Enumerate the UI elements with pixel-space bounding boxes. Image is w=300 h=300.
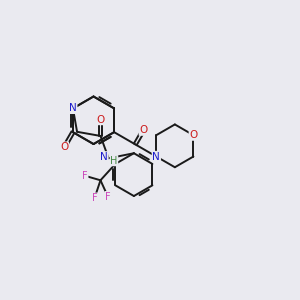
Text: N: N <box>100 152 108 162</box>
Text: O: O <box>96 115 105 124</box>
Text: N: N <box>69 103 77 113</box>
Text: H: H <box>110 156 118 166</box>
Text: F: F <box>82 171 88 181</box>
Text: O: O <box>189 130 197 140</box>
Text: N: N <box>152 152 160 161</box>
Text: O: O <box>60 142 68 152</box>
Text: N: N <box>152 152 160 161</box>
Text: F: F <box>92 193 98 203</box>
Text: O: O <box>139 125 148 135</box>
Text: F: F <box>105 192 111 202</box>
